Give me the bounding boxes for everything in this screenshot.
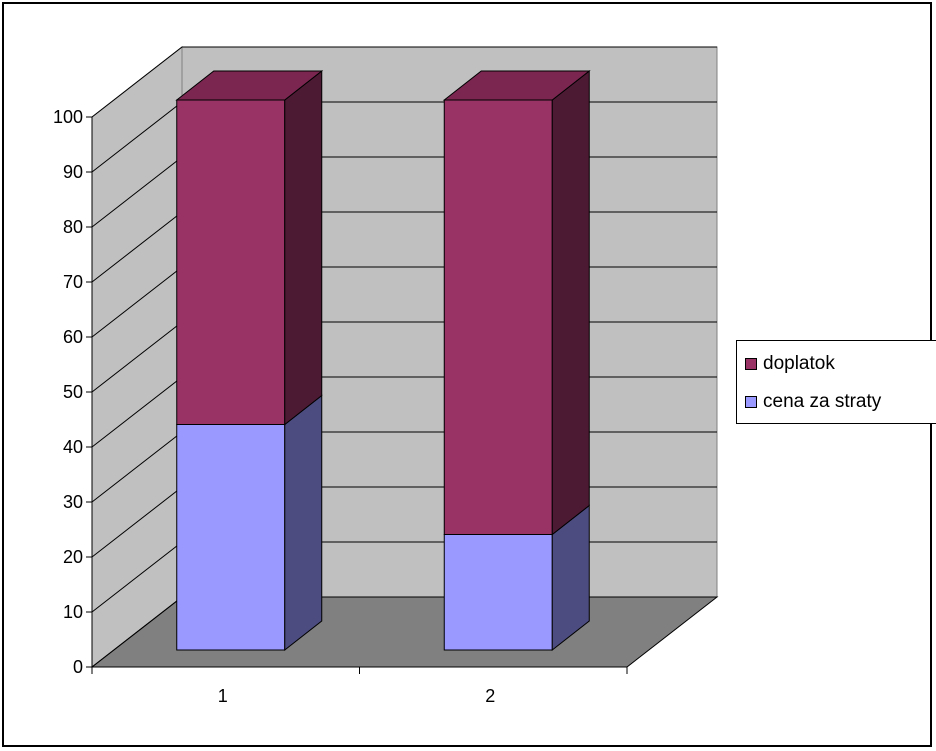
y-tick-label: 20	[63, 547, 83, 567]
chart-axes	[86, 116, 628, 674]
x-tick-label: 1	[218, 686, 228, 706]
legend-label-doplatok: doplatok	[763, 353, 835, 374]
y-tick-label: 40	[63, 437, 83, 457]
y-tick-label: 70	[63, 272, 83, 292]
legend-item-cena-za-straty: cena za straty	[745, 391, 881, 413]
chart-bars	[175, 69, 591, 652]
legend-item-doplatok: doplatok	[745, 353, 835, 375]
bar-top-doplatok-1	[175, 70, 324, 101]
y-tick-label: 80	[63, 217, 83, 237]
bar-side-doplatok-1	[284, 69, 323, 426]
y-tick-label: 90	[63, 162, 83, 182]
bar-cena-za-straty-1	[176, 424, 286, 651]
bar-cena-za-straty-2	[443, 534, 553, 651]
bar-side-cena-za-straty-1	[284, 394, 323, 652]
legend-swatch-doplatok	[745, 358, 757, 370]
y-tick-label: 50	[63, 382, 83, 402]
y-tick-label: 100	[53, 107, 83, 127]
bar-doplatok-2	[443, 99, 553, 535]
bar-doplatok-1	[176, 99, 286, 425]
y-axis-tick-labels: 0 10 20 30 40 50 60 70 80 90 100	[53, 107, 83, 677]
chart-legend: doplatok cena za straty	[736, 340, 936, 424]
y-tick-label: 0	[73, 657, 83, 677]
x-tick-label: 2	[485, 686, 495, 706]
bar-side-doplatok-2	[551, 69, 590, 536]
y-tick-label: 10	[63, 602, 83, 622]
y-tick-label: 60	[63, 327, 83, 347]
bar-top-doplatok-2	[442, 70, 591, 101]
gridline	[91, 46, 717, 118]
y-tick-label: 30	[63, 492, 83, 512]
legend-label-cena-za-straty: cena za straty	[763, 391, 882, 412]
legend-swatch-cena-za-straty	[745, 396, 757, 408]
